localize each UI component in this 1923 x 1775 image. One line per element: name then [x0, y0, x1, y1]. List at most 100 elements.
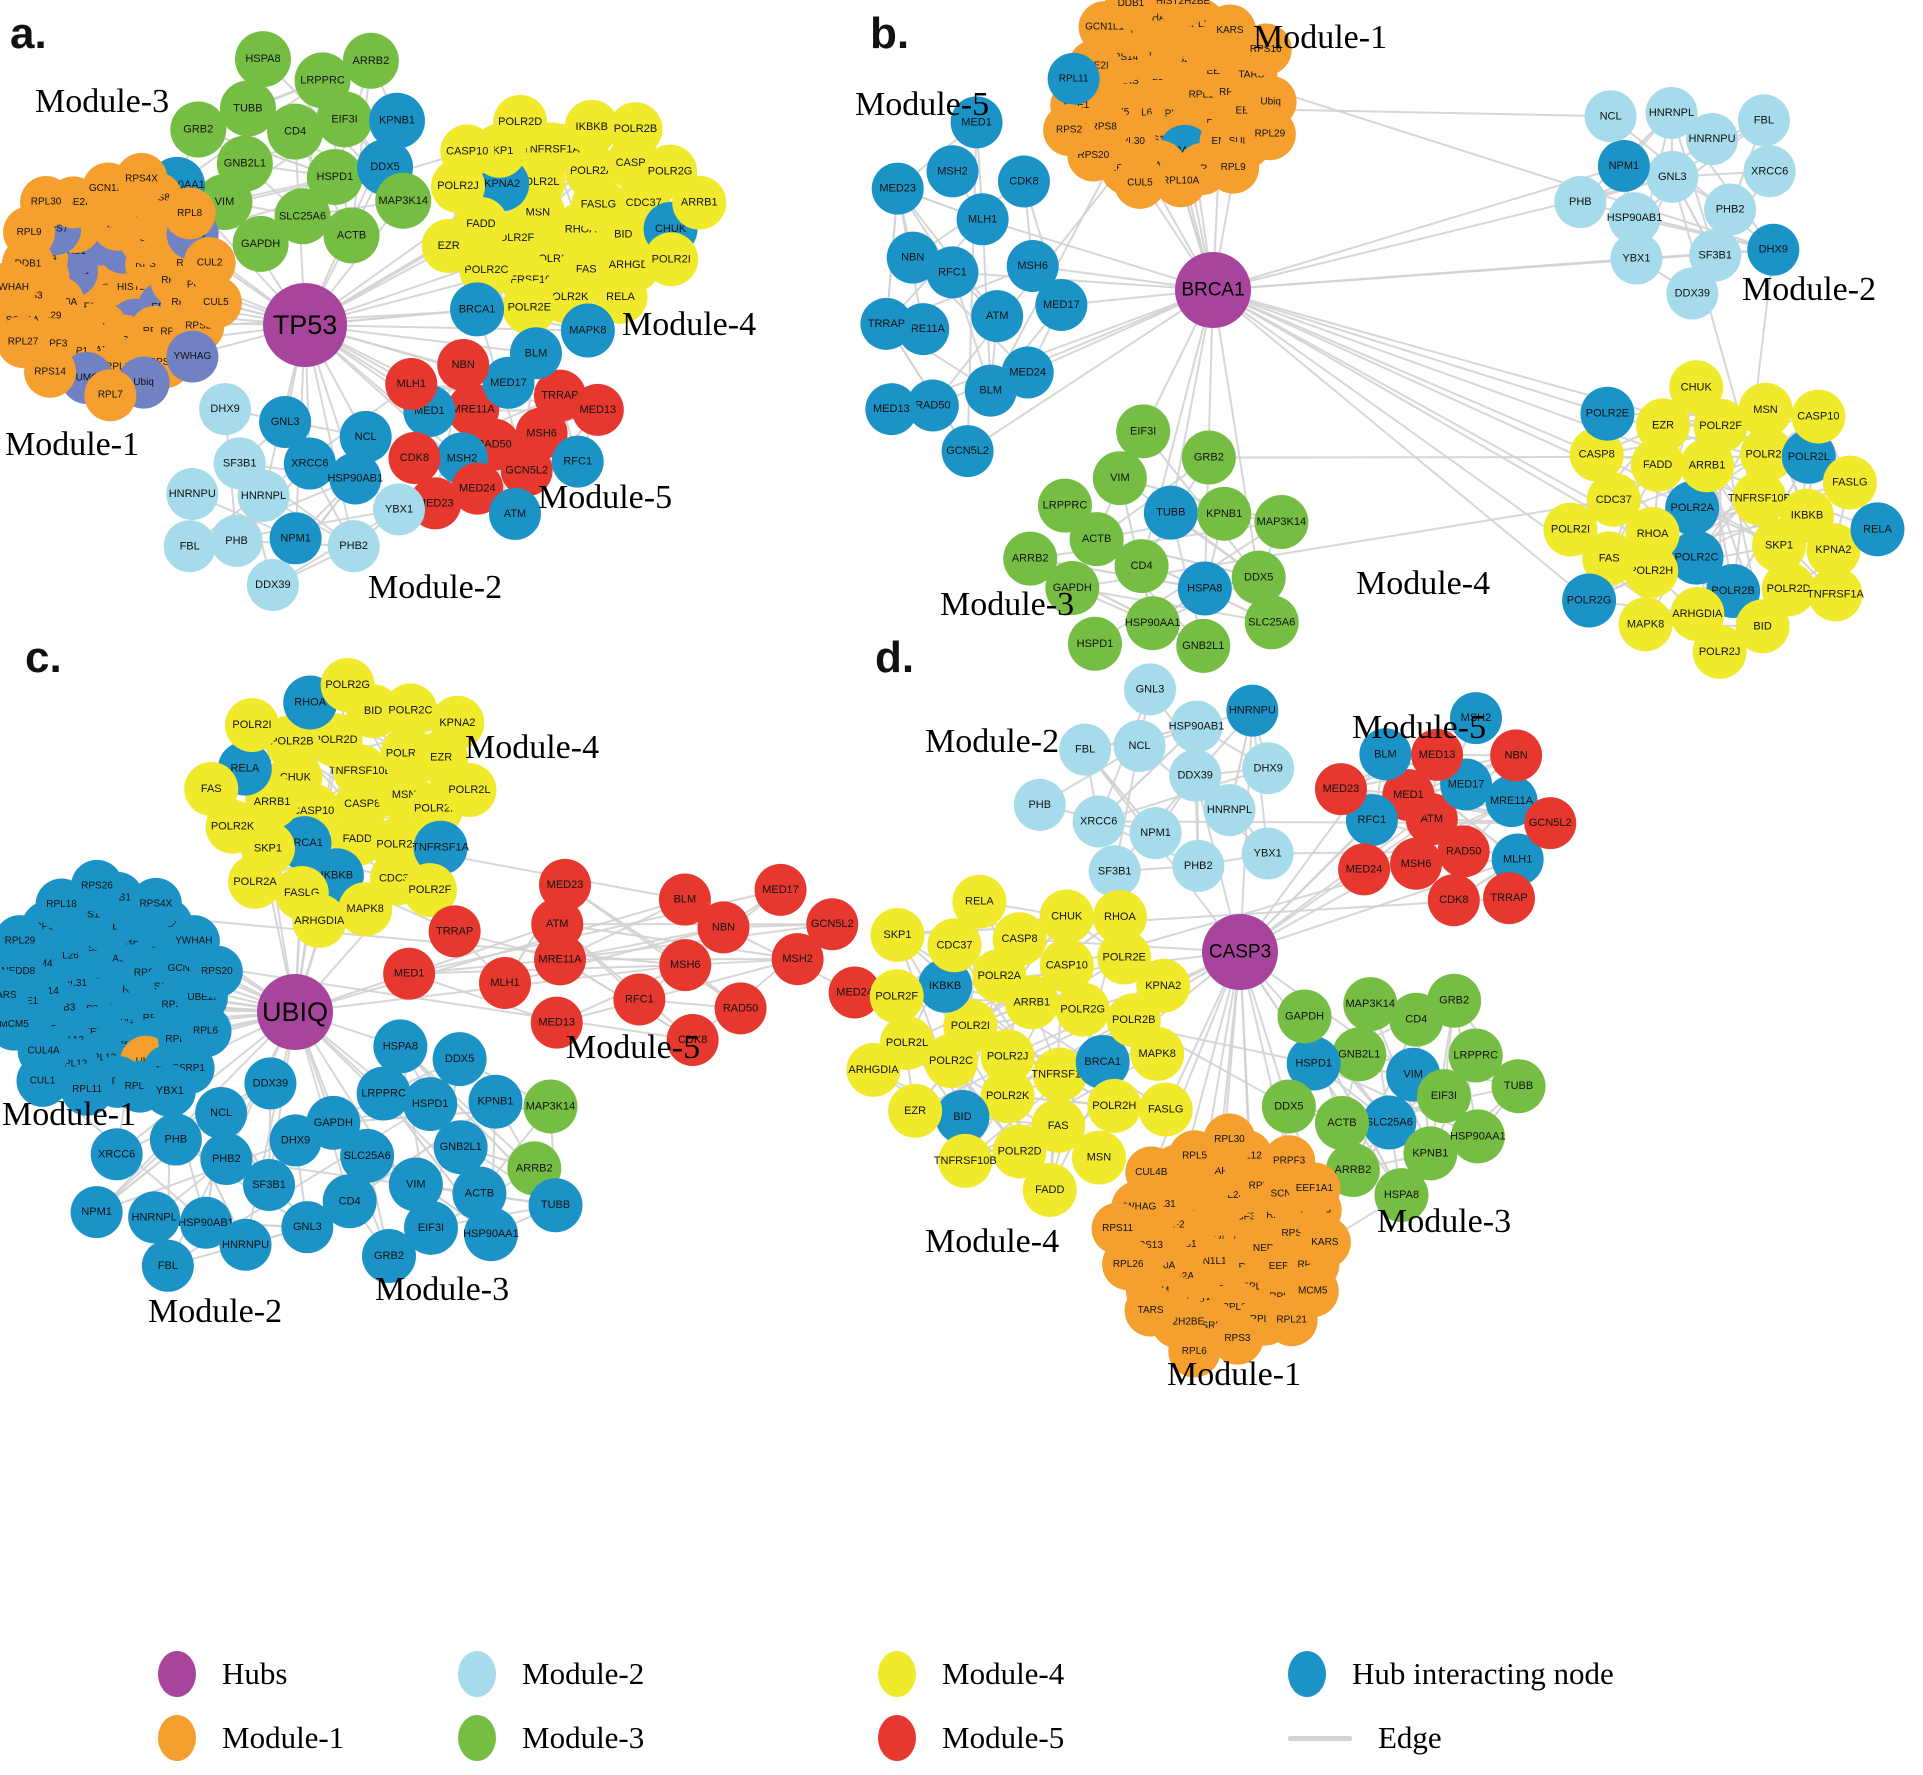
legend-item-module2: Module-2	[458, 1651, 878, 1697]
legend-label: Module-4	[942, 1656, 1065, 1691]
gene-node-med24	[1338, 843, 1391, 896]
gene-node-polr2a	[228, 854, 283, 909]
gene-node-blm	[509, 327, 562, 380]
gene-node-rpl29	[1243, 108, 1296, 161]
nodes: CASP8CASP10TNFRSF10BFADDCHUKMSNBRCA1POLR…	[0, 657, 881, 1292]
gene-node-rfc1	[613, 973, 666, 1026]
gene-node-msh2	[926, 145, 979, 198]
gene-node-med13	[865, 383, 918, 436]
gene-node-gnb2l1	[1332, 1027, 1387, 1082]
module-label: Module-4	[1356, 565, 1490, 602]
gene-node-eif3i	[1116, 404, 1171, 459]
gene-node-polr2j	[980, 1029, 1035, 1084]
gene-node-ddb1	[1104, 0, 1157, 30]
gene-node-hnrnpl	[1645, 86, 1698, 139]
gene-node-phb	[1013, 778, 1066, 831]
legend-label: Module-5	[942, 1720, 1065, 1755]
hub-interacting-swatch-icon	[1288, 1651, 1326, 1697]
module-label: Module-5	[1352, 709, 1486, 746]
gene-node-mre11a	[447, 383, 500, 436]
gene-node-cul5	[189, 276, 242, 329]
gene-node-rps2	[1043, 104, 1096, 157]
gene-node-dhx9	[1242, 742, 1295, 795]
labels: Module-3 Module-1 Module-4 Module-5 Module-2…	[5, 9, 756, 606]
gene-node-phb2	[1172, 839, 1225, 892]
gene-node-cdk8	[388, 431, 441, 484]
gene-node-actb	[452, 1166, 507, 1221]
gene-node-rps16	[1239, 23, 1292, 76]
gene-node-polr2g	[1055, 982, 1110, 1037]
gene-node-phb2	[1704, 183, 1757, 236]
gene-node-phb2	[327, 520, 380, 573]
gene-node-phb2	[200, 1133, 253, 1186]
gene-node-actb	[323, 207, 380, 264]
gene-node-sf3b1	[243, 1158, 296, 1211]
gene-node-eif3i	[1416, 1069, 1471, 1124]
gene-node-brca1	[450, 282, 505, 337]
legend-item-module4: Module-4	[878, 1651, 1288, 1697]
gene-node-cdk8	[997, 155, 1050, 208]
gene-node-cdk8	[1427, 874, 1480, 927]
module-label: Module-3	[940, 586, 1074, 623]
gene-node-faslg	[1822, 455, 1877, 510]
gene-node-med24	[1001, 346, 1054, 399]
module-label: Module-3	[1377, 1203, 1511, 1240]
gene-node-arrb2	[342, 32, 399, 89]
gene-node-polr2e	[502, 280, 557, 335]
legend-label: Hub interacting node	[1352, 1656, 1614, 1691]
gene-node-arhgdia	[292, 893, 347, 948]
gene-node-cul1	[16, 1054, 69, 1107]
gene-node-eef1a1	[1288, 1162, 1341, 1215]
legend-item-hub-interacting: Hub interacting node	[1288, 1651, 1708, 1697]
gene-node-mlh1	[956, 193, 1009, 246]
gene-node-ddx39	[1169, 749, 1222, 802]
gene-node-polr2i	[224, 698, 279, 753]
module-label: Module-1	[1253, 19, 1387, 56]
gene-node-actb	[1069, 512, 1124, 567]
gene-node-mre11a	[1485, 775, 1538, 828]
gene-node-tnfrsf1a	[1032, 1047, 1087, 1102]
gene-node-faslg	[1138, 1082, 1193, 1137]
gene-node-fadd	[1630, 437, 1685, 492]
gene-node-polr2a	[564, 143, 619, 198]
gene-node-chuk	[1039, 889, 1094, 944]
module-label: Module-2	[368, 569, 502, 606]
gene-node-mapk8	[1618, 597, 1673, 652]
gene-node-med23	[539, 858, 592, 911]
gene-node-rad50	[714, 982, 767, 1035]
gene-node-kpnb1	[468, 1074, 523, 1129]
gene-node-rpl30	[20, 176, 73, 229]
gene-node-ddx5	[1231, 550, 1286, 605]
legend-item-module5: Module-5	[878, 1715, 1288, 1761]
gene-node-rps26	[70, 859, 123, 912]
gene-node-tubb	[528, 1178, 583, 1233]
panel-b: RFC1ATMMRE11AMLH1BLMNBNMSH6RAD50MSH2MED2…	[855, 0, 1905, 679]
gene-node-fbl	[1737, 94, 1790, 147]
gene-node-med1	[383, 947, 436, 1000]
gene-node-hspd1	[1067, 616, 1122, 671]
gene-node-med23	[1314, 763, 1367, 816]
gene-node-rfc1	[926, 246, 979, 299]
gene-node-hsp90ab1	[329, 452, 382, 505]
gene-node-vim	[388, 1157, 443, 1212]
gene-node-polr2f	[1693, 398, 1748, 453]
gene-node-ikbkb	[564, 99, 619, 154]
gene-node-sf3b1	[1689, 229, 1742, 282]
gene-node-phb	[1554, 176, 1607, 229]
gene-node-npm1	[70, 1186, 123, 1239]
gene-node-msh6	[659, 939, 712, 992]
gene-node-rps11	[1091, 1202, 1144, 1255]
gene-node-hsp90aa1	[1125, 596, 1180, 651]
gene-node-polr2k	[980, 1069, 1035, 1124]
gene-node-gapdh	[306, 1095, 361, 1150]
gene-node-blm	[1359, 728, 1412, 781]
gene-node-cul2	[183, 237, 236, 290]
labels: Module-5 Module-1 Module-2 Module-4 Module-3…	[855, 9, 1876, 623]
gene-node-kpnb1	[1403, 1126, 1458, 1181]
gene-node-xrcc6	[1743, 145, 1796, 198]
gene-node-fas	[1031, 1098, 1086, 1153]
module2-swatch-icon	[458, 1651, 496, 1697]
gene-node-polr2l	[442, 763, 497, 818]
gene-node-polr2f	[402, 863, 457, 918]
gene-node-rpl11	[1047, 52, 1100, 105]
